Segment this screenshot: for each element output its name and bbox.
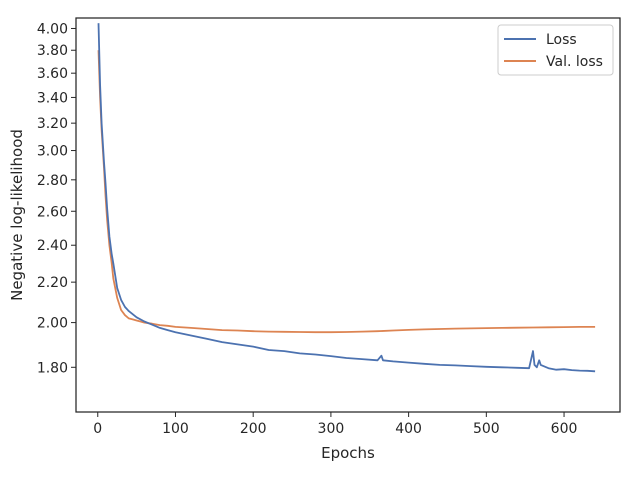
y-tick-label: 2.20 — [37, 275, 68, 291]
y-axis-label: Negative log-likelihood — [8, 129, 26, 301]
legend-box — [497, 24, 614, 76]
legend-label-val-loss: Val. loss — [546, 54, 603, 70]
y-tick-label: 3.40 — [37, 90, 68, 106]
y-tick-label: 3.00 — [37, 144, 68, 160]
x-tick-label: 400 — [395, 421, 422, 437]
y-tick-label: 4.00 — [37, 21, 68, 37]
y-tick-label: 2.60 — [37, 204, 68, 220]
series-line-val-loss — [97, 50, 596, 334]
x-tick-label: 200 — [240, 421, 267, 437]
plot-area — [97, 23, 596, 373]
y-tick-label: 1.80 — [37, 360, 68, 376]
y-tick-label: 3.20 — [37, 116, 68, 132]
y-tick-label: 2.00 — [37, 316, 68, 332]
y-tick-label: 3.60 — [37, 66, 68, 82]
x-tick-label: 100 — [162, 421, 189, 437]
x-tick-label: 600 — [551, 421, 578, 437]
x-tick-label: 500 — [473, 421, 500, 437]
x-axis-label: Epochs — [321, 444, 375, 462]
plot-frame — [75, 17, 621, 413]
series-line-loss — [97, 23, 596, 373]
y-tick-label: 2.80 — [37, 173, 68, 189]
x-axis: 0 100 200 300 400 500 600 — [93, 412, 577, 437]
legend: Loss Val. loss — [497, 24, 614, 76]
y-tick-label: 2.40 — [37, 238, 68, 254]
legend-label-loss: Loss — [546, 32, 577, 48]
y-axis: 1.80 2.00 2.20 2.40 2.60 2.80 3.00 3.20 3.40 3.60… — [37, 21, 76, 376]
x-tick-label: 300 — [318, 421, 345, 437]
y-tick-label: 3.80 — [37, 43, 68, 59]
x-tick-label: 0 — [93, 421, 102, 437]
